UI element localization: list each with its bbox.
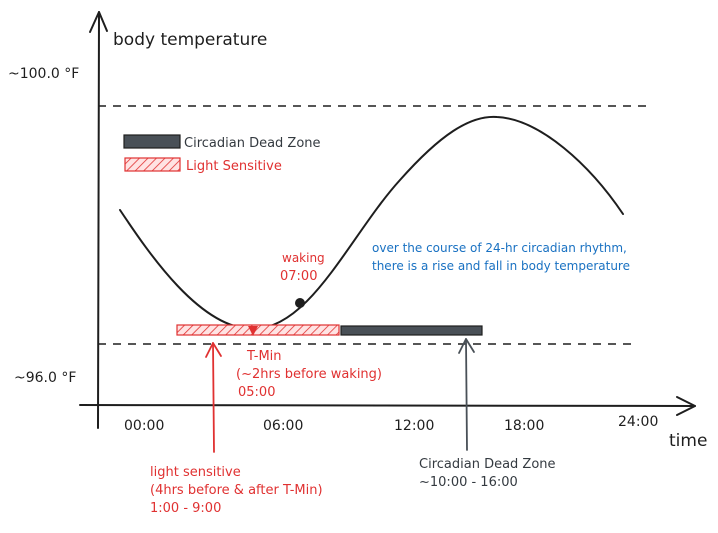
waking-time: 07:00	[280, 269, 317, 284]
light-sensitive-note-line2: (4hrs before & after T-Min)	[150, 483, 323, 498]
temperature-curve	[119, 115, 624, 331]
x-axis	[79, 396, 696, 416]
dead-zone-bar	[340, 325, 483, 336]
y-low-label: ~96.0 °F	[14, 370, 76, 386]
tmin-marker	[248, 326, 258, 336]
y-axis	[89, 11, 108, 429]
legend-dead-zone-label: Circadian Dead Zone	[184, 136, 321, 151]
x-tick-1800: 18:00	[504, 418, 544, 434]
y-high-label: ~100.0 °F	[8, 66, 79, 82]
waking-label: waking	[282, 251, 325, 265]
tmin-label: T-Min	[246, 349, 282, 364]
dead-zone-arrow	[458, 338, 475, 451]
dead-zone-note-line1: Circadian Dead Zone	[419, 457, 556, 472]
rhythm-note-line2: there is a rise and fall in body tempera…	[372, 259, 630, 273]
x-tick-2400: 24:00	[618, 414, 658, 430]
x-tick-0000: 00:00	[124, 418, 164, 434]
waking-point	[295, 298, 305, 308]
light-sensitive-arrow	[205, 342, 222, 453]
x-axis-title: time	[669, 431, 707, 451]
rhythm-note-line1: over the course of 24-hr circadian rhyth…	[372, 241, 627, 255]
light-sensitive-note-line3: 1:00 - 9:00	[150, 501, 221, 516]
light-sensitive-bar	[176, 324, 340, 336]
x-tick-0600: 06:00	[263, 418, 303, 434]
tmin-note: (~2hrs before waking)	[236, 367, 382, 382]
tmin-time: 05:00	[238, 385, 275, 400]
light-sensitive-note-line1: light sensitive	[150, 465, 241, 480]
y-axis-title: body temperature	[113, 30, 267, 50]
legend-light-sensitive-label: Light Sensitive	[186, 159, 282, 174]
legend-light-sensitive-swatch	[124, 157, 181, 172]
legend-dead-zone-swatch	[123, 134, 181, 149]
dead-zone-note-line2: ~10:00 - 16:00	[419, 475, 518, 490]
x-tick-1200: 12:00	[394, 418, 434, 434]
